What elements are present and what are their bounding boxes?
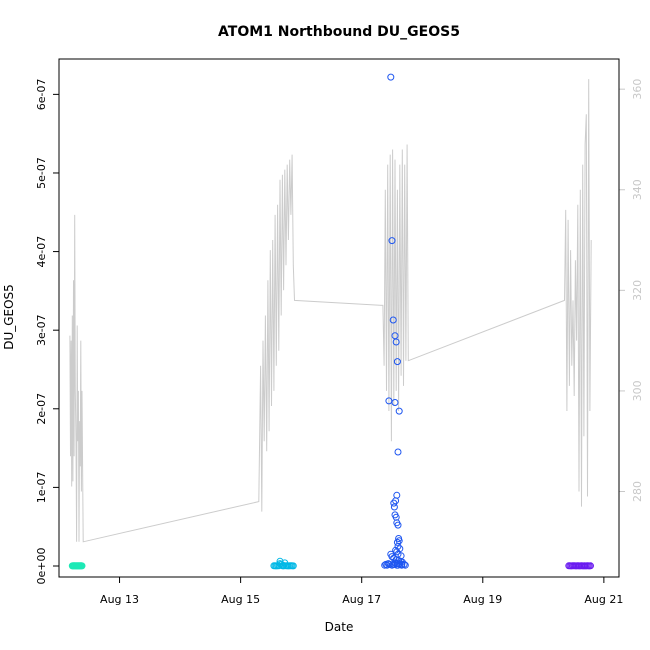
y2-tick-label: 340 bbox=[631, 179, 644, 200]
data-point bbox=[587, 562, 594, 570]
y2-tick-label: 300 bbox=[631, 380, 644, 401]
data-point bbox=[381, 561, 389, 569]
data-point bbox=[78, 562, 86, 570]
line-series-layer bbox=[69, 79, 592, 543]
data-point bbox=[391, 332, 399, 340]
data-point bbox=[385, 397, 393, 405]
x-tick-label: Aug 17 bbox=[342, 593, 381, 606]
scatter-points-layer bbox=[68, 73, 594, 570]
y-tick-label: 0e+00 bbox=[35, 548, 48, 585]
line-series-path bbox=[69, 79, 592, 543]
data-point bbox=[393, 538, 401, 546]
data-point bbox=[401, 561, 409, 569]
y-axis-label: DU_GEOS5 bbox=[2, 284, 16, 350]
data-point bbox=[394, 448, 402, 456]
y2-tick-label: 360 bbox=[631, 79, 644, 100]
data-point bbox=[387, 550, 395, 558]
data-point bbox=[389, 316, 397, 324]
x-tick-label: Aug 21 bbox=[584, 593, 623, 606]
y-tick-label: 1e-07 bbox=[35, 472, 48, 504]
y2-tick-label: 280 bbox=[631, 481, 644, 502]
y-tick-label: 2e-07 bbox=[35, 393, 48, 425]
data-point bbox=[390, 499, 398, 507]
data-point bbox=[400, 560, 408, 568]
data-point bbox=[392, 338, 400, 346]
x-axis-label: Date bbox=[325, 620, 354, 634]
data-point bbox=[279, 561, 287, 569]
y-tick-label: 6e-07 bbox=[35, 79, 48, 111]
y2-tick-label: 320 bbox=[631, 280, 644, 301]
plot-frame bbox=[58, 58, 620, 578]
data-point bbox=[289, 562, 297, 570]
x-tick-label: Aug 13 bbox=[100, 593, 139, 606]
y-tick-label: 3e-07 bbox=[35, 314, 48, 346]
x-tick-label: Aug 15 bbox=[221, 593, 260, 606]
y-tick-label: 4e-07 bbox=[35, 236, 48, 268]
chart-title: ATOM1 Northbound DU_GEOS5 bbox=[218, 24, 460, 40]
x-tick-label: Aug 19 bbox=[463, 593, 502, 606]
y-tick-label: 5e-07 bbox=[35, 157, 48, 189]
data-point bbox=[395, 407, 403, 415]
data-point bbox=[393, 358, 401, 366]
data-point bbox=[388, 237, 396, 245]
data-point bbox=[390, 503, 398, 511]
data-point bbox=[387, 73, 395, 81]
data-point bbox=[394, 521, 402, 529]
